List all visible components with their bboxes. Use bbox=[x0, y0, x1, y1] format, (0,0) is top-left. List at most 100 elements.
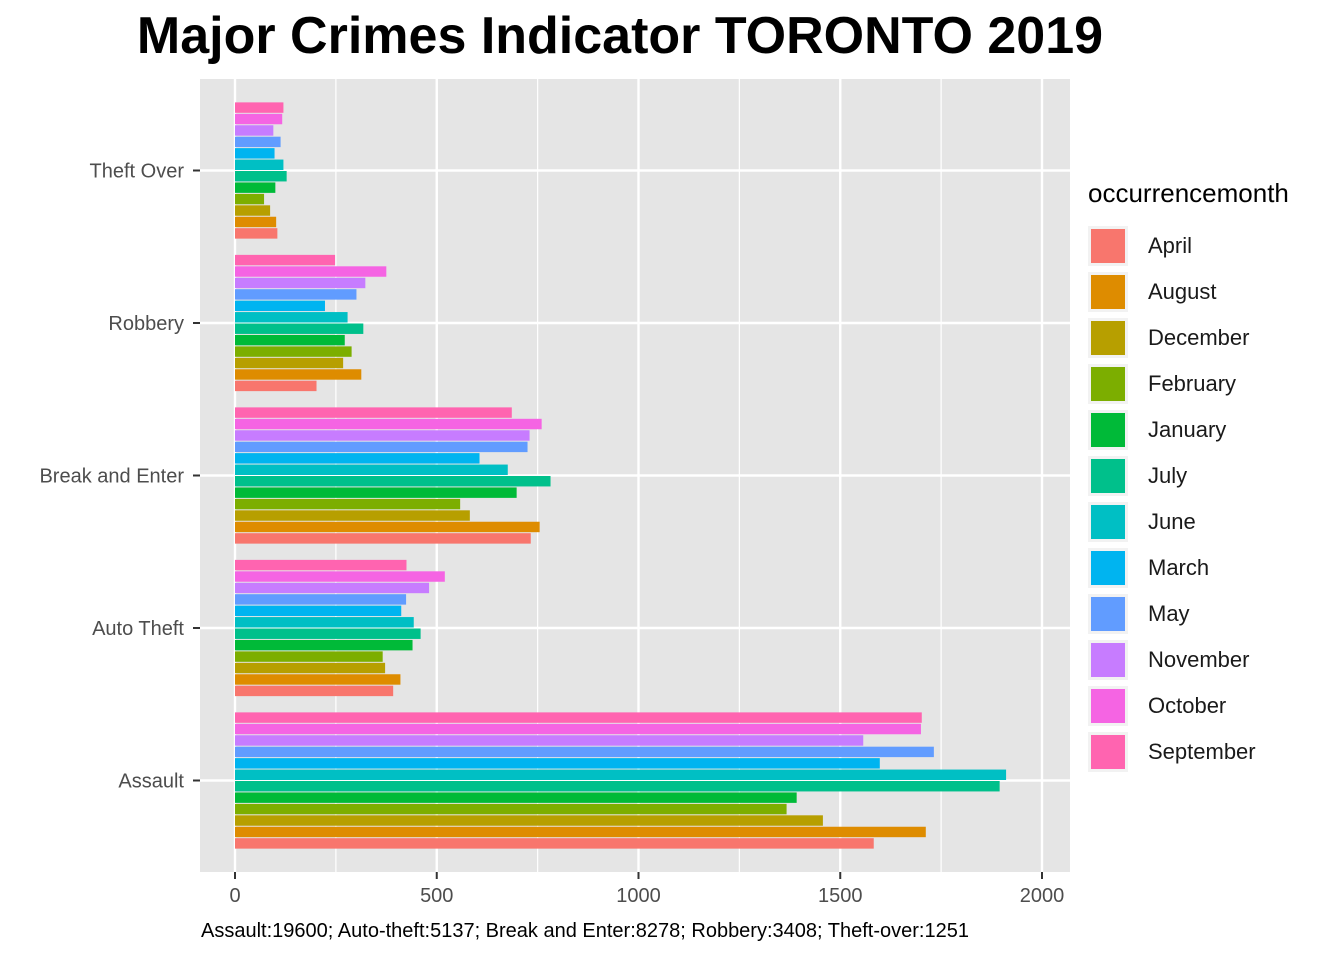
bar-theft-over-june bbox=[235, 159, 284, 170]
legend-item: April bbox=[1088, 223, 1289, 269]
chart-title: Major Crimes Indicator TORONTO 2019 bbox=[136, 7, 1104, 65]
bar-auto-theft-august bbox=[235, 674, 401, 685]
bar-theft-over-july bbox=[235, 171, 287, 182]
bar-break-and-enter-january bbox=[235, 487, 517, 498]
legend-item: March bbox=[1088, 545, 1289, 591]
bar-auto-theft-april bbox=[235, 685, 394, 697]
legend-label: July bbox=[1148, 463, 1188, 488]
bar-break-and-enter-september bbox=[235, 407, 512, 418]
bar-robbery-april bbox=[235, 380, 317, 392]
legend-item: August bbox=[1088, 269, 1289, 315]
bar-theft-over-may bbox=[235, 136, 281, 148]
bar-robbery-january bbox=[235, 334, 345, 346]
legend-label: October bbox=[1148, 693, 1227, 718]
bar-auto-theft-october bbox=[235, 571, 445, 582]
bar-assault-may bbox=[235, 746, 934, 758]
x-tick-label: 1500 bbox=[818, 885, 863, 907]
legend-title: occurrencemonth bbox=[1088, 178, 1289, 208]
legend-label: June bbox=[1148, 509, 1196, 534]
bar-break-and-enter-october bbox=[235, 418, 542, 430]
legend-item: September bbox=[1088, 729, 1289, 775]
legend-key bbox=[1088, 594, 1128, 634]
legend-label: April bbox=[1148, 233, 1193, 258]
legend-key bbox=[1088, 226, 1128, 266]
bar-theft-over-november bbox=[235, 125, 274, 136]
legend-item: December bbox=[1088, 315, 1289, 361]
bar-assault-december bbox=[235, 815, 823, 826]
bar-theft-over-march bbox=[235, 148, 275, 159]
bar-auto-theft-may bbox=[235, 594, 407, 605]
x-tick-label: 0 bbox=[229, 885, 240, 907]
legend-label: December bbox=[1148, 325, 1250, 350]
bar-assault-september bbox=[235, 712, 922, 723]
legend-key bbox=[1088, 548, 1128, 588]
bar-break-and-enter-december bbox=[235, 510, 470, 521]
bar-break-and-enter-july bbox=[235, 476, 551, 487]
bar-assault-august bbox=[235, 826, 926, 838]
legend: occurrencemonth April August December Febru… bbox=[1088, 178, 1289, 775]
bar-theft-over-december bbox=[235, 205, 271, 216]
legend-label: May bbox=[1148, 601, 1190, 626]
bar-auto-theft-december bbox=[235, 662, 386, 674]
bar-break-and-enter-february bbox=[235, 498, 461, 510]
legend-key bbox=[1088, 410, 1128, 450]
bar-theft-over-april bbox=[235, 228, 278, 239]
legend-label: March bbox=[1148, 555, 1210, 580]
bar-theft-over-january bbox=[235, 182, 276, 193]
legend-item: June bbox=[1088, 499, 1289, 545]
bar-theft-over-august bbox=[235, 216, 277, 228]
bar-robbery-december bbox=[235, 357, 344, 369]
bar-break-and-enter-april bbox=[235, 533, 531, 544]
legend-key bbox=[1088, 640, 1128, 680]
bar-auto-theft-november bbox=[235, 582, 430, 594]
bar-robbery-september bbox=[235, 254, 336, 266]
legend-key bbox=[1088, 732, 1128, 772]
bar-theft-over-september bbox=[235, 102, 284, 113]
bar-robbery-june bbox=[235, 312, 348, 323]
legend-key bbox=[1088, 272, 1128, 312]
bar-break-and-enter-may bbox=[235, 441, 528, 453]
bar-robbery-may bbox=[235, 289, 357, 300]
bar-break-and-enter-august bbox=[235, 521, 540, 533]
bar-theft-over-october bbox=[235, 113, 283, 125]
legend-item: May bbox=[1088, 591, 1289, 637]
bar-robbery-august bbox=[235, 369, 362, 380]
x-tick-label: 500 bbox=[420, 885, 453, 907]
legend-item: January bbox=[1088, 407, 1289, 453]
legend-item: July bbox=[1088, 453, 1289, 499]
legend-label: August bbox=[1148, 279, 1217, 304]
bar-auto-theft-june bbox=[235, 617, 414, 628]
bar-auto-theft-february bbox=[235, 651, 383, 662]
bar-theft-over-february bbox=[235, 193, 265, 205]
bar-assault-january bbox=[235, 792, 797, 803]
x-tick-label: 1000 bbox=[616, 885, 661, 907]
bar-assault-april bbox=[235, 838, 874, 849]
x-tick-label: 2000 bbox=[1020, 885, 1065, 907]
y-tick-label: Break and Enter bbox=[39, 466, 184, 488]
bar-break-and-enter-november bbox=[235, 430, 530, 441]
bar-auto-theft-march bbox=[235, 605, 402, 617]
y-tick-label: Assault bbox=[118, 771, 184, 793]
bar-robbery-february bbox=[235, 346, 352, 357]
legend-item: October bbox=[1088, 683, 1289, 729]
y-tick-label: Theft Over bbox=[90, 161, 185, 183]
bar-auto-theft-january bbox=[235, 639, 413, 651]
bar-break-and-enter-june bbox=[235, 464, 508, 475]
bar-auto-theft-july bbox=[235, 628, 421, 639]
bar-robbery-march bbox=[235, 300, 325, 312]
legend-label: November bbox=[1148, 647, 1250, 672]
legend-key bbox=[1088, 364, 1128, 404]
y-tick-label: Auto Theft bbox=[92, 618, 184, 640]
legend-key bbox=[1088, 456, 1128, 496]
bar-assault-november bbox=[235, 735, 864, 746]
legend-label: January bbox=[1148, 417, 1227, 442]
legend-item: February bbox=[1088, 361, 1289, 407]
bar-assault-june bbox=[235, 769, 1007, 780]
bar-robbery-july bbox=[235, 323, 364, 334]
bar-assault-february bbox=[235, 803, 787, 815]
bar-assault-july bbox=[235, 781, 1000, 792]
bar-break-and-enter-march bbox=[235, 453, 480, 464]
y-tick-label: Robbery bbox=[108, 313, 184, 335]
bar-assault-march bbox=[235, 758, 880, 769]
legend-key bbox=[1088, 318, 1128, 358]
